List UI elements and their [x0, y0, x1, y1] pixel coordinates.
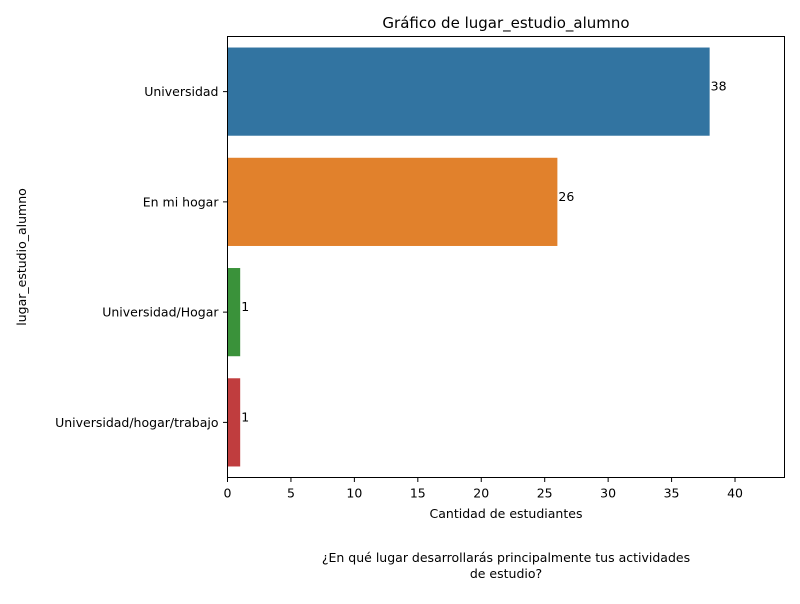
data-label-0: 38	[711, 79, 727, 94]
x-tick-label-4: 20	[473, 486, 489, 501]
data-label-2: 1	[241, 299, 249, 314]
y-axis-label: lugar_estudio_alumno	[14, 188, 29, 326]
caption-line-1: ¿En qué lugar desarrollarás principalmen…	[322, 550, 690, 565]
data-label-3: 1	[241, 409, 249, 424]
chart-title: Gráfico de lugar_estudio_alumno	[382, 14, 629, 33]
x-tick-label-1: 5	[287, 486, 295, 501]
x-axis-label: Cantidad de estudiantes	[430, 506, 583, 521]
bar-1	[228, 158, 558, 246]
bars-layer	[228, 48, 710, 467]
y-tick-label-3: Universidad/hogar/trabajo	[55, 415, 218, 430]
caption-line-2: de estudio?	[470, 566, 542, 581]
x-tick-label-7: 35	[664, 486, 680, 501]
x-tick-label-8: 40	[727, 486, 743, 501]
y-tick-label-0: Universidad	[144, 84, 218, 99]
bar-2	[228, 268, 241, 356]
y-tick-label-1: En mi hogar	[143, 194, 220, 209]
bar-3	[228, 378, 241, 466]
x-tick-label-0: 0	[224, 486, 232, 501]
bar-0	[228, 48, 710, 136]
data-label-1: 26	[558, 189, 574, 204]
x-axis: 0 5 10 15 20 25 30 35 40	[224, 478, 743, 501]
x-tick-label-2: 10	[346, 486, 362, 501]
y-tick-label-2: Universidad/Hogar	[102, 305, 219, 320]
x-tick-label-6: 30	[600, 486, 616, 501]
y-axis: Universidad En mi hogar Universidad/Hogar U…	[55, 84, 227, 430]
x-tick-label-5: 25	[537, 486, 553, 501]
x-tick-label-3: 15	[410, 486, 426, 501]
